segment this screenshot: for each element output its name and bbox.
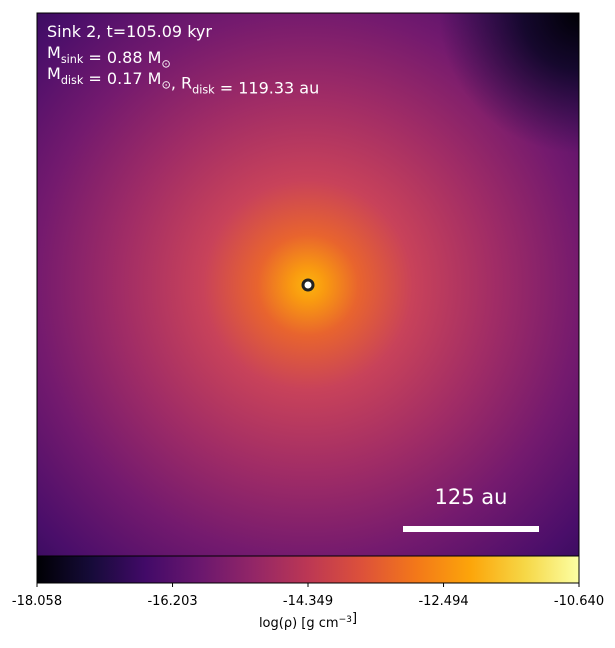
annotation: Mdisk = 0.17 M⊙, Rdisk = 119.33 au [47,64,319,97]
text-part: M [47,64,61,83]
text-part: , R [171,74,192,93]
text-part: Sink 2, t=105.09 kyr [47,22,212,41]
colorbar [36,555,580,584]
text-part: ] [352,611,357,626]
tick-label: -10.640 [554,594,604,609]
annotation: Sink 2, t=105.09 kyr [47,22,212,41]
subscript: sink [61,53,84,66]
subscript: disk [61,74,84,87]
colorbar-label: log(ρ) [g cm−3] [259,611,357,631]
subscript: ⊙ [161,79,170,92]
density-image [36,12,580,557]
sink-marker [301,278,315,292]
tick-label: -14.349 [283,594,333,609]
text-part: = 119.33 au [215,78,320,97]
scale-bar-label: 125 au [435,485,508,509]
text-part: = 0.17 M [83,69,161,88]
tick-label: -18.058 [12,594,62,609]
colorbar-ticks: -18.058 -16.203 -14.349 -12.494 -10.640 [12,583,604,609]
subscript: ⊙ [161,58,170,71]
annotation: Msink = 0.88 M⊙ [47,43,171,71]
text-part: log(ρ) [g cm [259,616,339,631]
tick-label: -12.494 [418,594,468,609]
superscript: −3 [339,615,353,625]
tick-label: -16.203 [147,594,197,609]
subscript: disk [192,83,215,96]
text-part: = 0.88 M [83,48,161,67]
text-part: M [47,43,61,62]
